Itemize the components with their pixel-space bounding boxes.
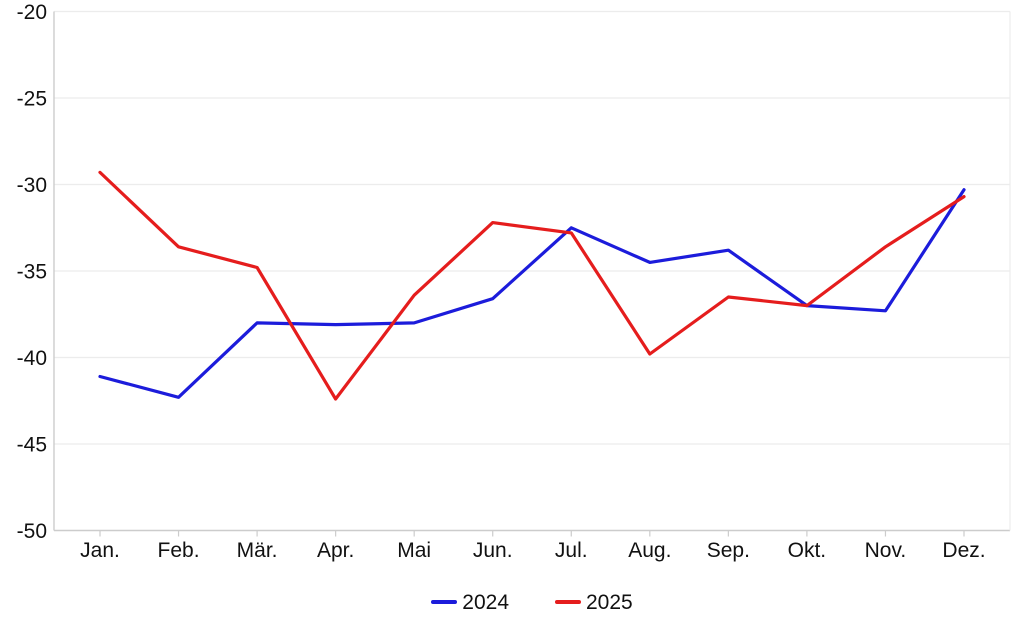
x-axis-tick-label: Jan. [80,539,120,562]
x-axis-tick-label: Jul. [555,539,588,562]
chart-legend: 2024 2025 [40,587,1024,617]
y-axis-tick-label: -50 [17,520,47,543]
y-axis-tick-label: -20 [17,1,47,24]
y-axis-tick-label: -25 [17,88,47,111]
x-axis-tick-label: Mär. [237,539,278,562]
legend-label-2024: 2024 [462,590,509,614]
y-axis-tick-label: -35 [17,261,47,284]
series-line-2025 [98,170,966,401]
y-axis-tick-label: -30 [17,174,47,197]
x-axis-tick-label: Aug. [628,539,671,562]
x-axis-tick-label: Jun. [473,539,513,562]
x-axis-tick-label: Okt. [788,539,827,562]
x-axis-tick-label: Nov. [865,539,907,562]
legend-line-swatch-2025 [555,600,581,604]
x-axis-tick-label: Dez. [942,539,985,562]
legend-item-2025: 2025 [555,592,633,613]
legend-item-2024: 2024 [431,592,509,613]
series-line-2024 [98,188,966,399]
y-axis-tick-label: -40 [17,347,47,370]
x-axis-tick-label: Sep. [707,539,750,562]
x-axis-tick-label: Apr. [317,539,354,562]
x-axis-tick-label: Mai [397,539,431,562]
legend-line-swatch-2024 [431,600,458,604]
legend-label-2025: 2025 [586,590,633,614]
x-axis-tick-label: Feb. [158,539,200,562]
y-axis-tick-label: -45 [17,434,47,457]
